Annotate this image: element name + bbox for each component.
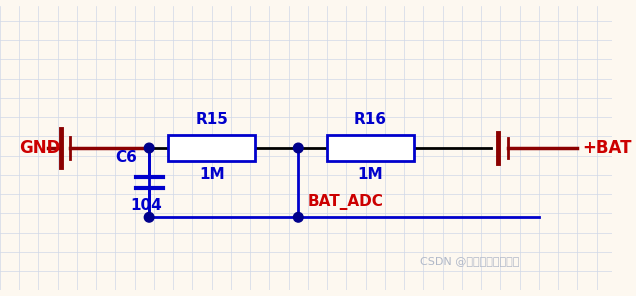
Text: CSDN @爱学习的王大胖子: CSDN @爱学习的王大胖子 — [420, 256, 520, 266]
Text: GND: GND — [19, 139, 60, 157]
Circle shape — [144, 213, 154, 222]
Text: 1M: 1M — [357, 167, 384, 182]
Circle shape — [293, 213, 303, 222]
Text: C6: C6 — [116, 150, 137, 165]
Circle shape — [293, 143, 303, 153]
Bar — [169, 134, 255, 162]
Bar — [327, 134, 414, 162]
Text: R15: R15 — [195, 112, 228, 127]
Text: +BAT: +BAT — [582, 139, 632, 157]
Text: 1M: 1M — [199, 167, 225, 182]
Circle shape — [144, 143, 154, 153]
Text: 104: 104 — [130, 198, 162, 213]
Text: R16: R16 — [354, 112, 387, 127]
Text: BAT_ADC: BAT_ADC — [308, 194, 384, 210]
